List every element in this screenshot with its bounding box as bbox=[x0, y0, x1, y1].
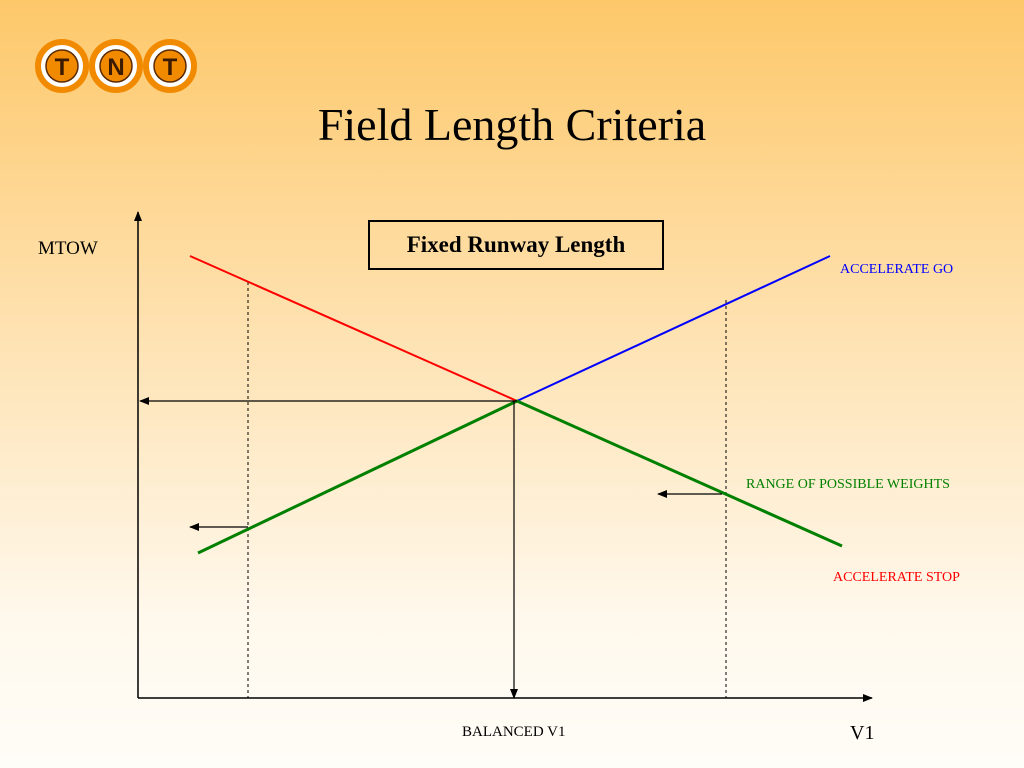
range-of-possible-weights-line bbox=[197, 399, 843, 555]
balanced-v1-label: BALANCED V1 bbox=[462, 724, 566, 740]
slide-title: Field Length Criteria bbox=[317, 99, 707, 150]
accelerate-stop-line bbox=[189, 255, 518, 402]
x-axis-label: V1 bbox=[850, 722, 875, 744]
accelerate-go-label: ACCELERATE GO bbox=[840, 262, 954, 277]
logo-circle-n: N bbox=[89, 39, 143, 93]
y-axis-label: MTOW bbox=[38, 238, 98, 259]
range-of-possible-weights-label: RANGE OF POSSIBLE WEIGHTS bbox=[746, 477, 950, 492]
tnt-logo: T N T bbox=[35, 39, 197, 93]
svg-text:T: T bbox=[163, 54, 178, 81]
accelerate-go-line bbox=[516, 255, 831, 402]
fixed-runway-length-box: Fixed Runway Length bbox=[368, 220, 664, 270]
svg-text:T: T bbox=[55, 54, 70, 81]
accelerate-stop-label: ACCELERATE STOP bbox=[833, 570, 960, 585]
logo-circle-t1: T bbox=[35, 39, 89, 93]
logo-circle-t2: T bbox=[143, 39, 197, 93]
svg-text:N: N bbox=[107, 54, 124, 81]
